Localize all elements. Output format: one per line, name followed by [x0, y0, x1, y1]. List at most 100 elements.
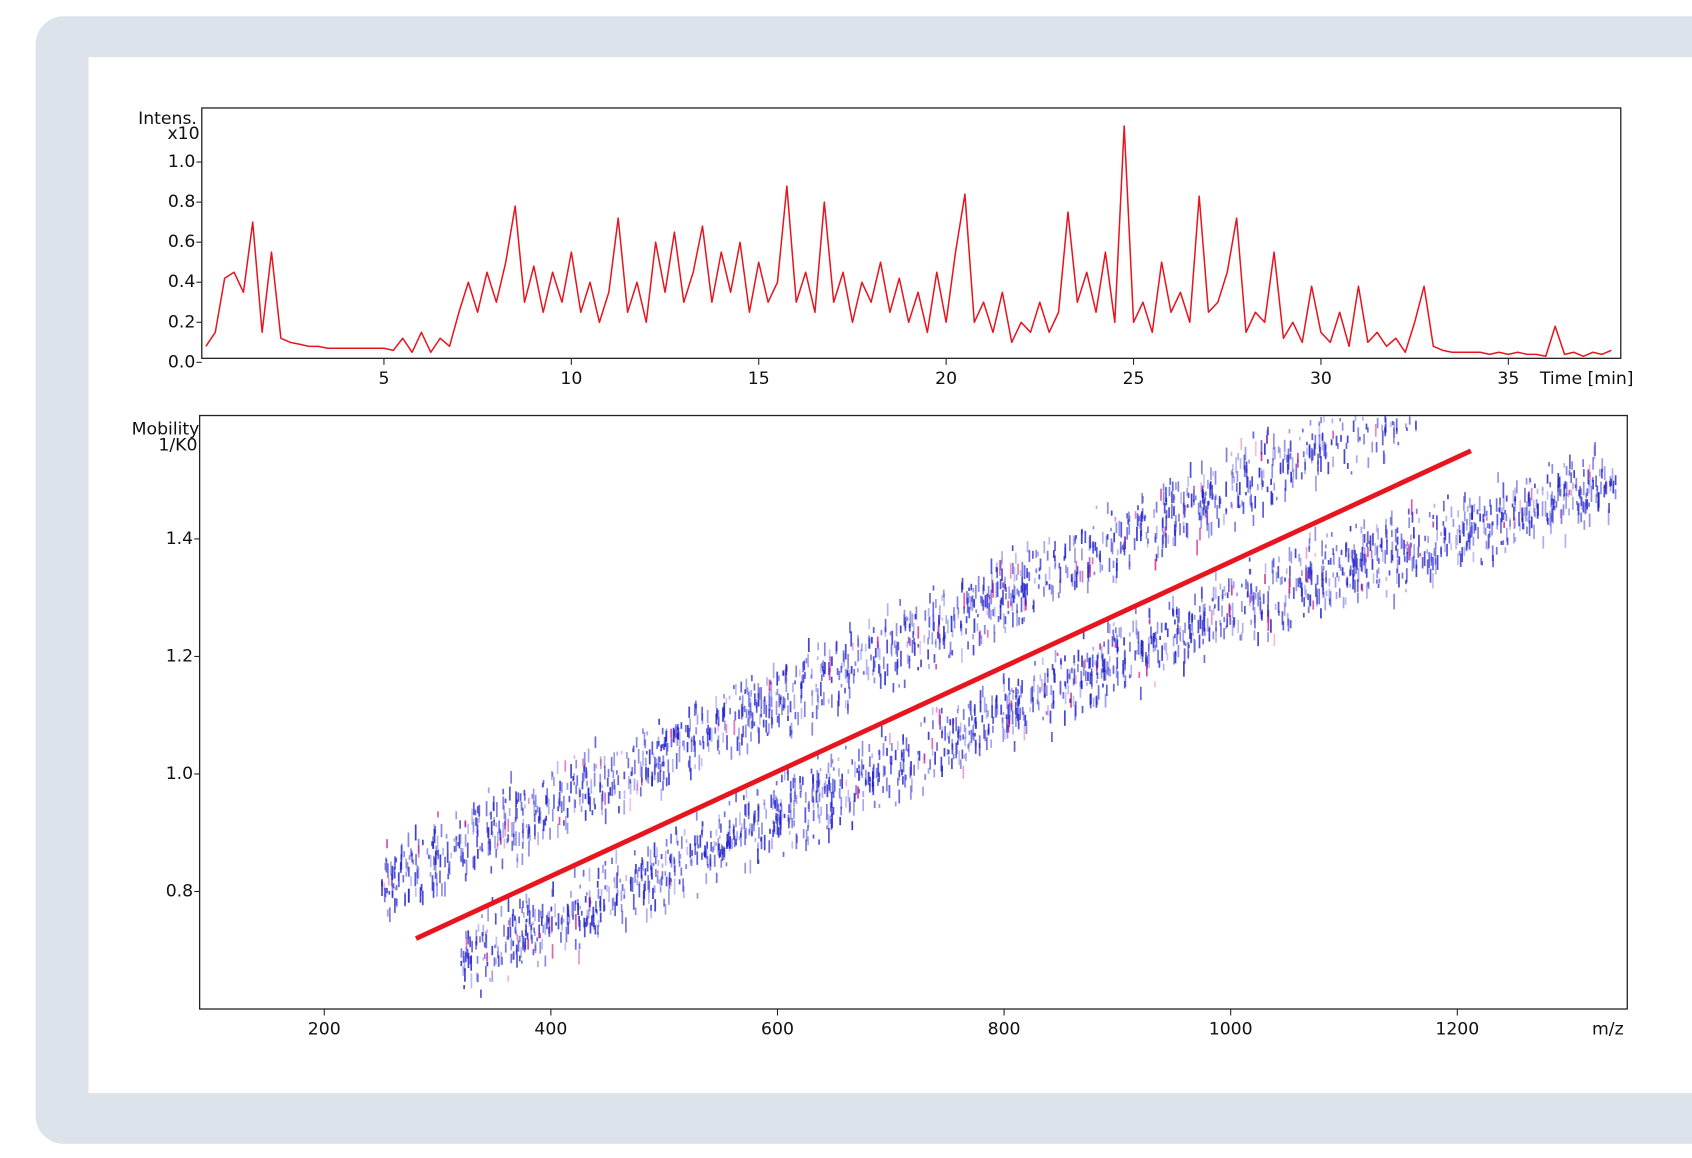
- ion-spot: [734, 683, 737, 696]
- ion-spot: [1166, 653, 1169, 661]
- ion-spot: [1388, 570, 1391, 576]
- ion-spot: [607, 792, 610, 804]
- ion-spot: [652, 862, 655, 867]
- ion-spot: [1129, 641, 1131, 652]
- ion-spot: [1162, 663, 1165, 671]
- ion-spot: [604, 808, 607, 825]
- ion-spot: [993, 624, 996, 633]
- ion-spot: [500, 952, 503, 966]
- ion-spot: [1406, 547, 1409, 555]
- ion-spot: [750, 690, 752, 697]
- ion-spot: [1182, 521, 1185, 527]
- ion-spot: [1558, 476, 1561, 487]
- ion-spot: [1178, 628, 1180, 634]
- ion-spot: [766, 732, 769, 736]
- ion-spot: [862, 671, 865, 675]
- ion-spot: [865, 659, 868, 676]
- ion-spot: [824, 780, 827, 792]
- ion-spot: [763, 799, 766, 805]
- ion-spot: [1052, 667, 1055, 675]
- ion-spot: [504, 813, 507, 826]
- ion-spot: [625, 874, 628, 882]
- ion-spot: [1096, 672, 1099, 680]
- ion-spot: [970, 729, 973, 743]
- ion-spot: [504, 821, 506, 830]
- ion-spot: [780, 805, 783, 821]
- ion-spot: [1375, 524, 1378, 533]
- ion-spot: [1190, 493, 1193, 508]
- ion-spot: [584, 793, 587, 800]
- ion-spot: [993, 631, 996, 643]
- ion-spot: [1457, 553, 1459, 565]
- ion-spot: [666, 742, 669, 752]
- ion-spot: [1193, 638, 1196, 653]
- ion-spot: [615, 849, 618, 864]
- ion-spot: [432, 841, 435, 849]
- ion-spot: [1322, 585, 1324, 598]
- ion-spot: [488, 812, 491, 816]
- ion-spot: [1351, 549, 1354, 563]
- ion-spot: [1330, 439, 1333, 446]
- ion-spot: [1559, 489, 1562, 497]
- ion-spot: [1199, 500, 1202, 508]
- ion-spot: [1243, 465, 1246, 478]
- ion-spot: [778, 693, 781, 708]
- ion-spot: [1174, 530, 1177, 547]
- ion-spot: [723, 720, 726, 731]
- ion-spot: [1080, 670, 1083, 683]
- ion-spot: [1229, 604, 1232, 611]
- ion-spot: [1004, 626, 1007, 634]
- ion-spot: [560, 931, 562, 943]
- ion-spot: [830, 753, 833, 768]
- ion-spot: [1407, 508, 1410, 515]
- ion-spot: [510, 938, 513, 951]
- ion-spot: [408, 855, 411, 860]
- ion-spot: [1328, 598, 1331, 605]
- ion-spot: [1513, 506, 1515, 521]
- ion-spot: [961, 648, 963, 663]
- ion-spot: [489, 977, 491, 982]
- ion-spot: [602, 864, 604, 874]
- ion-spot: [1010, 602, 1013, 606]
- ion-spot: [1007, 600, 1010, 609]
- ion-spot: [797, 711, 799, 726]
- ion-spot: [768, 704, 770, 719]
- ion-spot: [794, 791, 797, 803]
- ion-spot: [1428, 552, 1431, 569]
- ion-spot: [776, 688, 779, 696]
- ion-spot: [908, 655, 911, 661]
- ion-spot: [1155, 553, 1158, 562]
- ion-spot: [1197, 619, 1200, 634]
- ion-spot: [747, 803, 750, 820]
- ion-spot: [1315, 475, 1317, 492]
- ion-spot: [848, 687, 851, 699]
- ion-spot: [812, 775, 814, 789]
- ion-spot: [642, 890, 645, 906]
- ion-spot: [521, 853, 524, 866]
- ion-spot: [559, 780, 561, 792]
- ion-spot: [933, 621, 935, 632]
- ion-spot: [779, 821, 782, 836]
- ion-spot: [532, 921, 534, 926]
- ion-spot: [694, 835, 696, 846]
- ion-spot: [433, 856, 436, 871]
- ion-spot: [1076, 566, 1079, 575]
- ion-spot: [744, 724, 747, 738]
- ion-spot: [967, 703, 970, 709]
- ion-spot: [1432, 557, 1434, 571]
- ion-spot: [1098, 553, 1101, 560]
- ion-spot: [1371, 441, 1374, 453]
- ion-spot: [893, 640, 896, 648]
- ion-spot: [675, 829, 678, 844]
- ion-spot: [491, 897, 494, 903]
- ion-spot: [667, 849, 669, 854]
- ion-spot: [742, 725, 745, 738]
- ion-spot: [1177, 481, 1180, 492]
- ion-spot: [637, 748, 640, 764]
- ion-spot: [807, 653, 809, 668]
- ion-spot: [448, 861, 451, 875]
- ion-spot: [1110, 510, 1113, 516]
- ion-spot: [597, 867, 600, 880]
- ion-spot: [1002, 589, 1004, 606]
- ion-spot: [849, 801, 851, 812]
